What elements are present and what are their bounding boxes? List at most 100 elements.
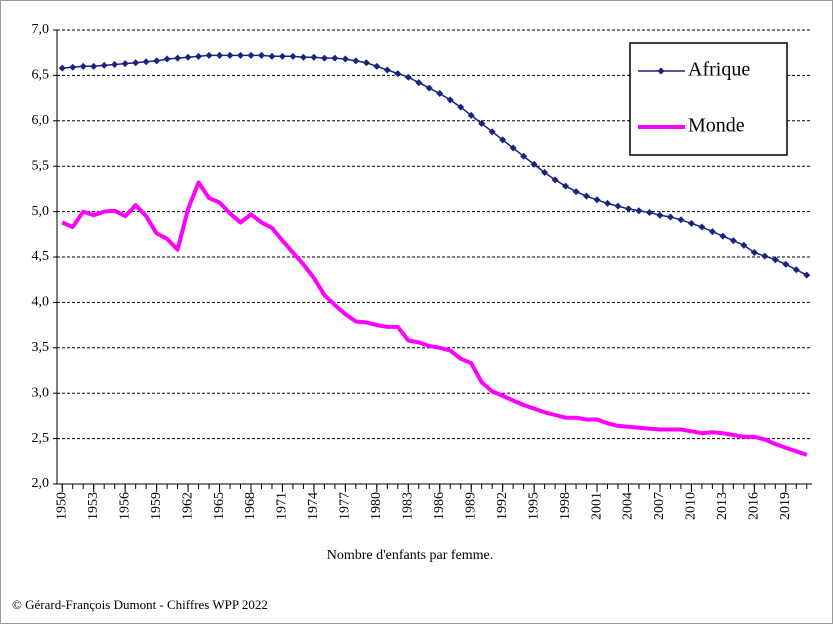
marker <box>457 103 465 111</box>
x-tick-label: 1950 <box>54 492 69 520</box>
marker <box>237 51 245 59</box>
x-tick-label: 1953 <box>86 492 101 520</box>
marker <box>604 199 612 207</box>
marker <box>509 144 517 152</box>
marker <box>174 54 182 62</box>
marker <box>677 216 685 224</box>
marker <box>425 84 433 92</box>
marker <box>132 59 140 67</box>
marker <box>299 53 307 61</box>
x-tick-label: 1971 <box>275 492 290 520</box>
marker <box>394 70 402 78</box>
y-tick-label: 4,0 <box>32 295 50 310</box>
marker <box>341 55 349 63</box>
legend-marker <box>657 67 665 75</box>
marker <box>195 52 203 60</box>
marker <box>656 211 664 219</box>
x-tick-label: 2007 <box>652 492 667 520</box>
x-tick-label: 2013 <box>715 492 730 520</box>
marker <box>729 237 737 245</box>
x-tick-label: 1998 <box>558 492 573 520</box>
x-tick-label: 1980 <box>369 492 384 520</box>
marker <box>488 128 496 136</box>
x-tick-label: 1956 <box>117 492 132 520</box>
x-tick-label: 1983 <box>401 492 416 520</box>
x-tick-label: 1977 <box>338 492 353 520</box>
marker <box>69 63 77 71</box>
x-tick-label: 1965 <box>212 492 227 520</box>
x-tick-label: 1992 <box>495 492 510 520</box>
marker <box>278 52 286 60</box>
marker <box>362 59 370 67</box>
marker <box>771 256 779 264</box>
marker <box>446 96 454 104</box>
x-tick-label: 1989 <box>463 492 478 520</box>
marker <box>205 51 213 59</box>
marker <box>331 54 339 62</box>
marker <box>750 248 758 256</box>
marker <box>100 61 108 69</box>
x-tick-label: 2019 <box>778 492 793 520</box>
marker <box>478 120 486 128</box>
marker <box>153 57 161 65</box>
marker <box>58 64 66 72</box>
marker <box>583 192 591 200</box>
x-tick-label: 1986 <box>432 492 447 520</box>
x-tick-label: 2016 <box>747 492 762 520</box>
x-axis-label: Nombre d'enfants par femme. <box>327 548 494 563</box>
marker <box>614 202 622 210</box>
x-tick-label: 1974 <box>306 492 321 520</box>
marker <box>708 228 716 236</box>
marker <box>761 252 769 260</box>
source: © Gérard-François Dumont - Chiffres WPP … <box>12 597 268 612</box>
marker <box>415 79 423 87</box>
marker <box>698 223 706 231</box>
marker <box>520 152 528 160</box>
marker <box>624 205 632 213</box>
marker <box>740 241 748 249</box>
marker <box>268 52 276 60</box>
marker <box>436 90 444 98</box>
marker <box>645 209 653 217</box>
legend-label: Monde <box>688 115 745 137</box>
marker <box>257 51 265 59</box>
x-tick-label: 2010 <box>684 492 699 520</box>
marker <box>226 51 234 59</box>
y-tick-label: 3,0 <box>32 385 50 400</box>
marker <box>562 182 570 190</box>
legend-label: Afrique <box>688 59 750 81</box>
y-tick-label: 6,5 <box>32 68 50 83</box>
marker <box>352 57 360 65</box>
marker <box>216 51 224 59</box>
marker <box>121 60 129 68</box>
marker <box>803 271 811 279</box>
marker <box>184 53 192 61</box>
x-tick-label: 2004 <box>621 492 636 520</box>
y-tick-label: 6,0 <box>32 113 50 128</box>
marker <box>111 61 119 69</box>
x-tick-label: 1962 <box>180 492 195 520</box>
series-line <box>61 180 808 457</box>
marker <box>593 196 601 204</box>
marker <box>635 207 643 215</box>
marker <box>79 62 87 70</box>
marker <box>666 213 674 221</box>
marker <box>687 219 695 227</box>
marker <box>247 51 255 59</box>
marker <box>289 52 297 60</box>
marker <box>782 260 790 268</box>
marker <box>499 136 507 144</box>
y-tick-label: 4,5 <box>32 249 50 264</box>
y-tick-label: 7,0 <box>32 22 50 37</box>
marker <box>530 160 538 168</box>
marker <box>792 266 800 274</box>
marker <box>90 62 98 70</box>
marker <box>373 62 381 70</box>
marker <box>719 232 727 240</box>
y-tick-label: 2,5 <box>32 431 50 446</box>
marker <box>320 54 328 62</box>
y-tick-label: 5,0 <box>32 204 50 219</box>
marker <box>551 176 559 184</box>
x-tick-label: 2001 <box>589 492 604 520</box>
y-tick-label: 3,5 <box>32 340 50 355</box>
